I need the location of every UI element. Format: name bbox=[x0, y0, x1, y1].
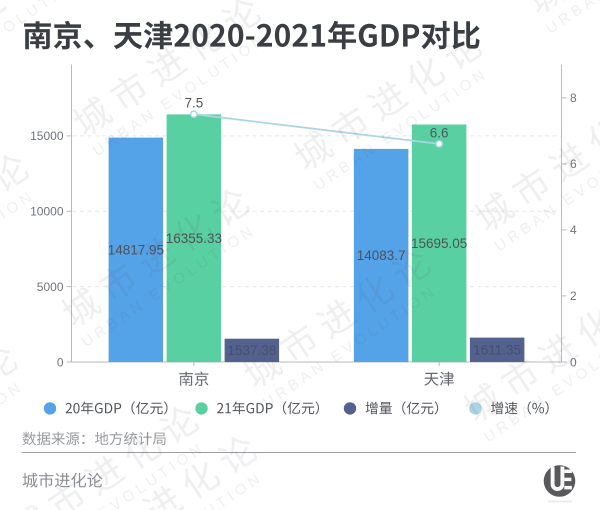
svg-text:15695.05: 15695.05 bbox=[411, 236, 467, 251]
svg-text:8: 8 bbox=[570, 91, 577, 105]
svg-text:URBAN EVOLUTION: URBAN EVOLUTION bbox=[322, 0, 503, 3]
svg-text:6: 6 bbox=[570, 157, 577, 171]
svg-text:10000: 10000 bbox=[30, 205, 64, 219]
svg-text:URBAN EVOLUTION: URBAN EVOLUTION bbox=[481, 317, 600, 446]
svg-text:2: 2 bbox=[570, 289, 577, 303]
svg-text:6.6: 6.6 bbox=[430, 125, 449, 140]
svg-text:0: 0 bbox=[57, 355, 64, 369]
svg-text:URBAN EVOLUTION: URBAN EVOLUTION bbox=[543, 0, 600, 37]
svg-text:URBAN EVOLUTION: URBAN EVOLUTION bbox=[0, 0, 89, 99]
svg-text:4: 4 bbox=[570, 223, 577, 237]
svg-text:7.5: 7.5 bbox=[184, 96, 203, 111]
svg-text:0: 0 bbox=[570, 355, 577, 369]
svg-text:15000: 15000 bbox=[30, 129, 64, 143]
svg-text:5000: 5000 bbox=[37, 280, 64, 294]
svg-text:URBAN EVOLUTION: URBAN EVOLUTION bbox=[28, 439, 209, 510]
svg-text:URBAN EVOLUTION: URBAN EVOLUTION bbox=[0, 378, 27, 507]
svg-text:14083.7: 14083.7 bbox=[357, 248, 406, 263]
svg-text:1611.35: 1611.35 bbox=[473, 343, 521, 358]
